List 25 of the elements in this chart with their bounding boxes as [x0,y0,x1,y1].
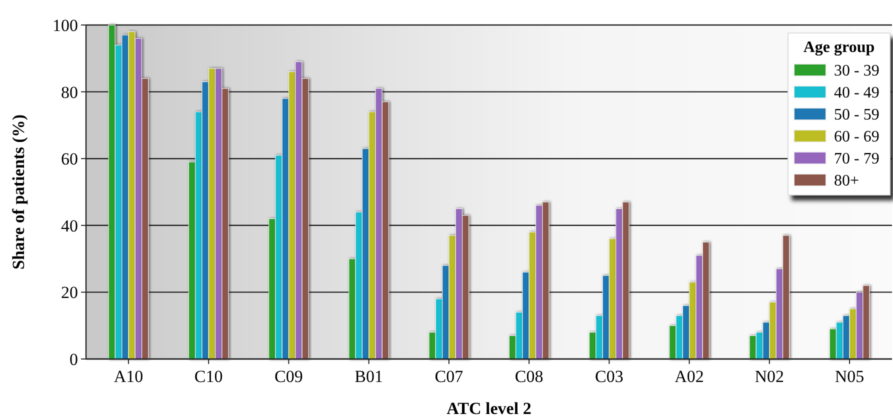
legend-label: 30 - 39 [834,62,880,80]
x-tick-label: N05 [834,367,864,386]
x-tick-label: A10 [114,367,144,386]
y-tick-label: 20 [61,283,78,302]
y-axis-title: Share of patients (%) [9,114,28,270]
y-tick-label: 100 [52,16,78,35]
x-tick-label: C08 [514,367,544,386]
legend-label: 40 - 49 [834,84,880,102]
y-tick-label: 80 [61,82,78,102]
x-tick-label: C03 [595,367,624,386]
legend-label: 50 - 59 [834,106,880,124]
x-tick-label: N02 [754,367,784,386]
legend-label: 80+ [834,172,860,190]
legend-label: 70 - 79 [834,150,880,168]
x-tick-label: A02 [674,367,704,386]
legend-label: 60 - 69 [834,128,880,146]
x-tick-label: C09 [274,367,303,386]
x-tick-label: C07 [434,367,464,386]
y-tick-label: 0 [70,350,78,369]
y-tick-label: 40 [61,216,78,236]
legend-title: Age group [803,39,875,56]
x-tick-label: C10 [194,367,223,386]
x-axis-title: ATC level 2 [446,399,532,418]
y-tick-label: 60 [61,150,78,169]
x-tick-label: B01 [354,367,383,386]
